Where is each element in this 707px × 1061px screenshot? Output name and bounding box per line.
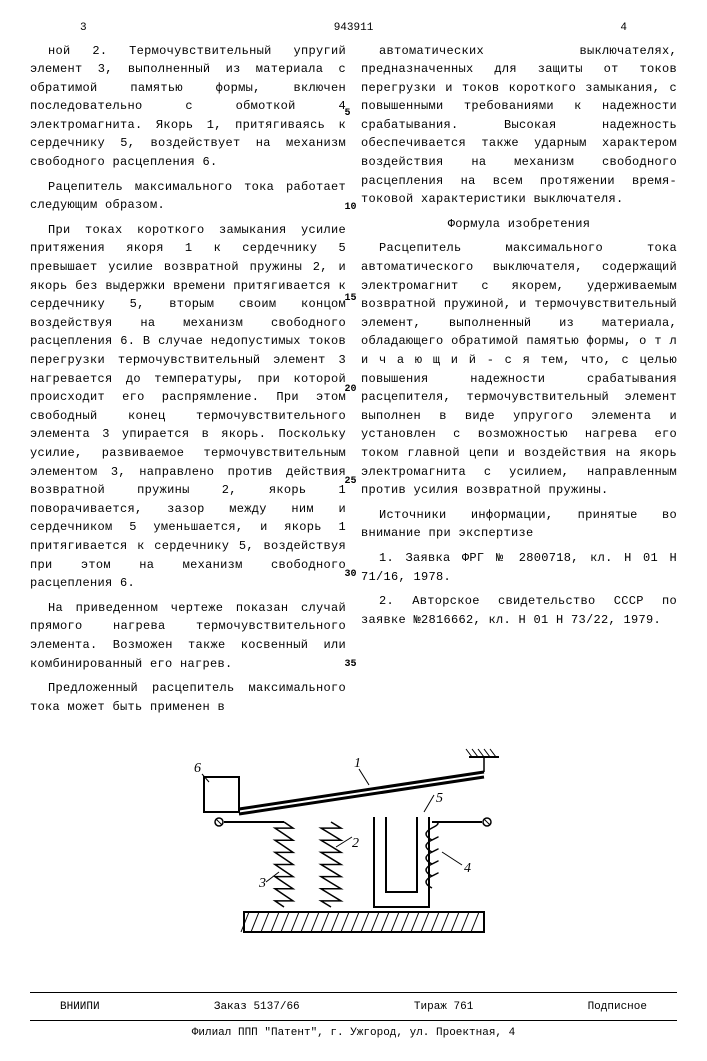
document-number: 943911 [334, 20, 374, 37]
footer-sign: Подписное [588, 999, 647, 1016]
svg-text:6: 6 [194, 761, 201, 776]
line-number: 25 [345, 474, 357, 489]
footer-org: ВНИИПИ [60, 999, 100, 1016]
sources-heading: Источники информации, принятые во вниман… [361, 506, 677, 543]
left-column: ной 2. Термочувствительный упругий элеме… [30, 42, 346, 723]
paragraph: При токах короткого замыкания усилие при… [30, 221, 346, 593]
footer-order: Заказ 5137/66 [214, 999, 300, 1016]
paragraph: Расцепитель максимального тока автоматич… [361, 239, 677, 499]
source-item: 2. Авторское свидетельство СССР по заявк… [361, 592, 677, 629]
svg-text:3: 3 [258, 876, 266, 891]
source-item: 1. Заявка ФРГ № 2800718, кл. H 01 H 71/1… [361, 549, 677, 586]
line-number: 20 [345, 382, 357, 397]
formula-title: Формула изобретения [361, 215, 677, 234]
line-number: 10 [345, 200, 357, 215]
paragraph: На приведенном чертеже показан случай пр… [30, 599, 346, 673]
line-number: 30 [345, 567, 357, 582]
svg-text:1: 1 [354, 756, 361, 771]
schematic-svg: 1 2 3 4 5 6 [174, 737, 534, 967]
paragraph: автоматических выключателях, предназначе… [361, 42, 677, 209]
svg-text:2: 2 [352, 836, 359, 851]
paragraph: Предложенный расцепитель максимального т… [30, 679, 346, 716]
page-number-left: 3 [80, 20, 87, 37]
footer-tirazh: Тираж 761 [414, 999, 473, 1016]
line-number-gutter: 5 10 15 20 25 30 35 [345, 42, 363, 723]
line-number: 5 [345, 106, 351, 121]
page-number-right: 4 [620, 20, 627, 37]
svg-text:4: 4 [464, 861, 471, 876]
right-column: автоматических выключателях, предназначе… [361, 42, 677, 723]
paragraph: ной 2. Термочувствительный упругий элеме… [30, 42, 346, 172]
line-number: 15 [345, 291, 357, 306]
paragraph: Рацепитель максимального тока работает с… [30, 178, 346, 215]
line-number: 35 [345, 657, 357, 672]
footer-address: Филиал ППП "Патент", г. Ужгород, ул. Про… [192, 1027, 515, 1039]
technical-diagram: 1 2 3 4 5 6 [30, 737, 677, 967]
svg-text:5: 5 [436, 791, 443, 806]
page-header: 3 943911 4 [30, 20, 677, 37]
